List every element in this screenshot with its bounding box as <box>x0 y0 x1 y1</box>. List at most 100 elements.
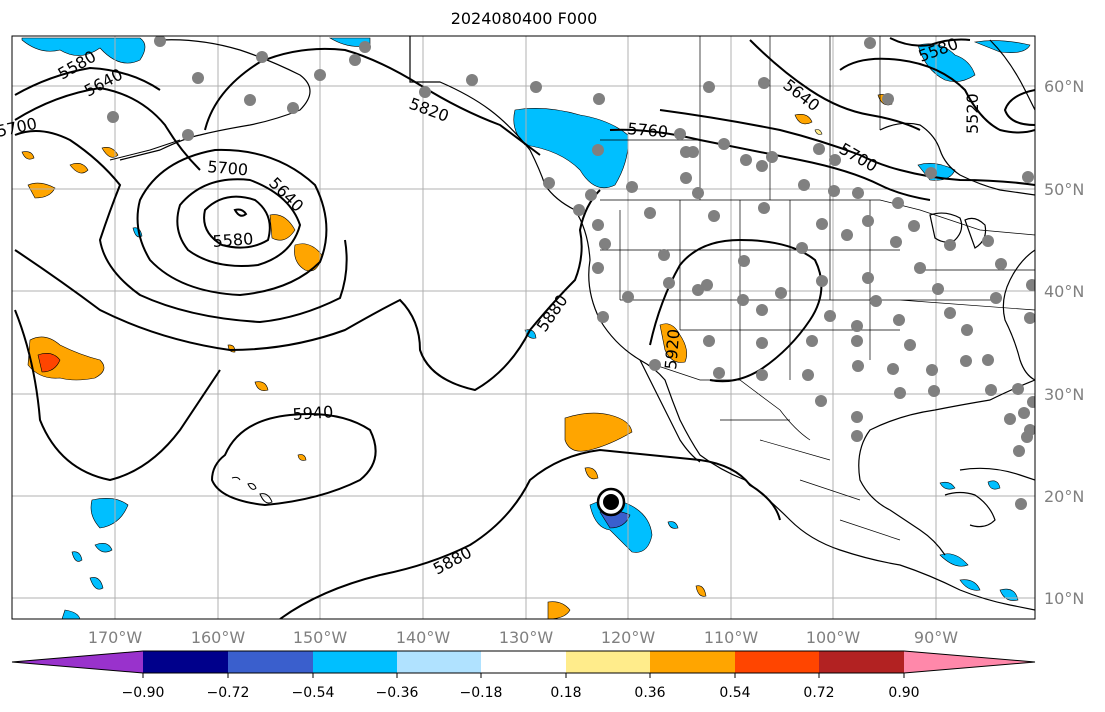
shade-red-w <box>37 353 61 373</box>
lat-label: 60°N <box>1044 77 1084 96</box>
contour-low-5580 <box>203 195 271 249</box>
contour-5700-nw <box>14 130 348 324</box>
contour-5820 <box>204 47 541 156</box>
lat-label: 40°N <box>1044 282 1084 301</box>
contour-5580-ne2 <box>889 37 971 47</box>
shade-blue-nw <box>21 37 146 64</box>
hawaii-2 <box>247 483 257 490</box>
border-canada-prov <box>600 36 881 200</box>
coast-westus <box>544 184 1035 611</box>
hawaii-1 <box>231 476 241 481</box>
colorbar-segment <box>566 651 650 673</box>
contour-5880-west <box>14 309 221 482</box>
shade-orange-4 <box>101 147 119 158</box>
shade-blue-gulf <box>939 481 956 490</box>
coast-baffin <box>989 39 1035 111</box>
shade-blue-gulf2 <box>987 480 1001 490</box>
contour-label: 5580 <box>212 229 254 251</box>
lon-label: 120°W <box>601 628 656 647</box>
colorbar-segment <box>481 651 566 673</box>
colorbar-segment <box>228 651 313 673</box>
contour-5880-big <box>14 189 601 392</box>
colorbar-tick-label: 0.18 <box>550 685 581 701</box>
coast-hudson <box>879 122 1035 196</box>
colorbar-tick-label: −0.90 <box>122 685 165 701</box>
graticule <box>12 36 1035 619</box>
hawaii-3 <box>259 493 273 504</box>
lon-label: 110°W <box>704 628 759 647</box>
shade-orange-2 <box>21 151 35 160</box>
colorbar-tick-label: −0.54 <box>292 685 335 701</box>
colorbar-tick-label: 0.72 <box>803 685 834 701</box>
contour-5640-nw <box>14 86 201 171</box>
contour-5940 <box>210 413 377 507</box>
contour-5700-ne <box>659 109 1035 186</box>
shade-blue-sw4 <box>89 577 104 590</box>
contour-5880-south <box>279 448 781 619</box>
aleutian <box>109 139 181 161</box>
coast-baja <box>639 359 701 463</box>
shade-orange-7 <box>584 467 599 480</box>
shade-orange-hi <box>297 454 307 461</box>
colorbar-segment <box>650 651 735 673</box>
coast-yucatan <box>944 491 996 528</box>
shade-orange-5 <box>254 381 269 391</box>
shade-blue-sw3 <box>71 551 83 562</box>
lon-label: 150°W <box>293 628 348 647</box>
contour-label: 5520 <box>963 93 982 134</box>
coast-east <box>1002 249 1035 381</box>
colorbar-segment <box>143 651 228 673</box>
shade-yellow-1 <box>814 129 823 135</box>
shade-orange-3 <box>69 163 89 174</box>
border-mexico-states <box>720 419 901 541</box>
lon-label: 90°W <box>914 628 958 647</box>
colorbar-tick-label: −0.36 <box>376 685 419 701</box>
lat-label: 50°N <box>1044 180 1084 199</box>
colorbar-segment <box>735 651 819 673</box>
shade-orange-6 <box>564 412 633 452</box>
shade-blue-ca <box>939 553 969 567</box>
contour-label: 5760 <box>627 119 669 141</box>
colorbar-tick-label: 0.54 <box>719 685 750 701</box>
contour-low-5700 <box>136 148 328 297</box>
shade-orange-1 <box>27 182 56 199</box>
lon-label: 100°W <box>806 628 861 647</box>
coastlines <box>119 36 1035 611</box>
lat-label: 10°N <box>1044 589 1084 608</box>
shade-orange-9 <box>695 585 707 597</box>
shade-blue-mx <box>667 521 679 529</box>
colorbar-segment <box>397 651 481 673</box>
colorbar-tick-label: 0.90 <box>888 685 919 701</box>
lat-label: 20°N <box>1044 487 1084 506</box>
shade-blue-sw5 <box>61 609 81 619</box>
contour-5580-ne <box>1003 89 1035 126</box>
colorbar-ticks <box>142 673 905 678</box>
colorbar-segments <box>12 651 1035 673</box>
contour-label: 5940 <box>292 402 334 424</box>
contour-label: 5920 <box>661 328 683 370</box>
lon-label: 130°W <box>499 628 554 647</box>
shade-blue-ca2 <box>959 579 981 591</box>
contour-5580-nw <box>14 66 161 96</box>
longitude-labels: 170°W 160°W 150°W 140°W 130°W 120°W 110°… <box>88 628 958 647</box>
contour-low-inner <box>233 208 248 217</box>
contour-5760 <box>609 128 931 201</box>
lon-label: 140°W <box>396 628 451 647</box>
border-us-mexico <box>654 364 811 441</box>
colorbar-tick-label: −0.18 <box>460 685 503 701</box>
tropical-cyclone-marker <box>596 487 626 517</box>
lon-label: 160°W <box>191 628 246 647</box>
shade-blue-sw2 <box>94 543 113 553</box>
map-title: 2024080400 F000 <box>450 9 598 28</box>
shade-orange-ne <box>794 114 813 125</box>
coast-gulf <box>858 379 1035 556</box>
coast-cuba <box>959 467 1035 481</box>
islands <box>109 139 273 504</box>
contour-low-5640 <box>176 178 302 267</box>
contour-5640-ne <box>749 39 921 131</box>
shade-orange-low2 <box>294 243 323 272</box>
shade-blue-sw1 <box>90 498 129 529</box>
colorbar-tick-label: 0.36 <box>634 685 665 701</box>
latitude-labels: 60°N 50°N 40°N 30°N 20°N 10°N <box>1044 77 1084 608</box>
